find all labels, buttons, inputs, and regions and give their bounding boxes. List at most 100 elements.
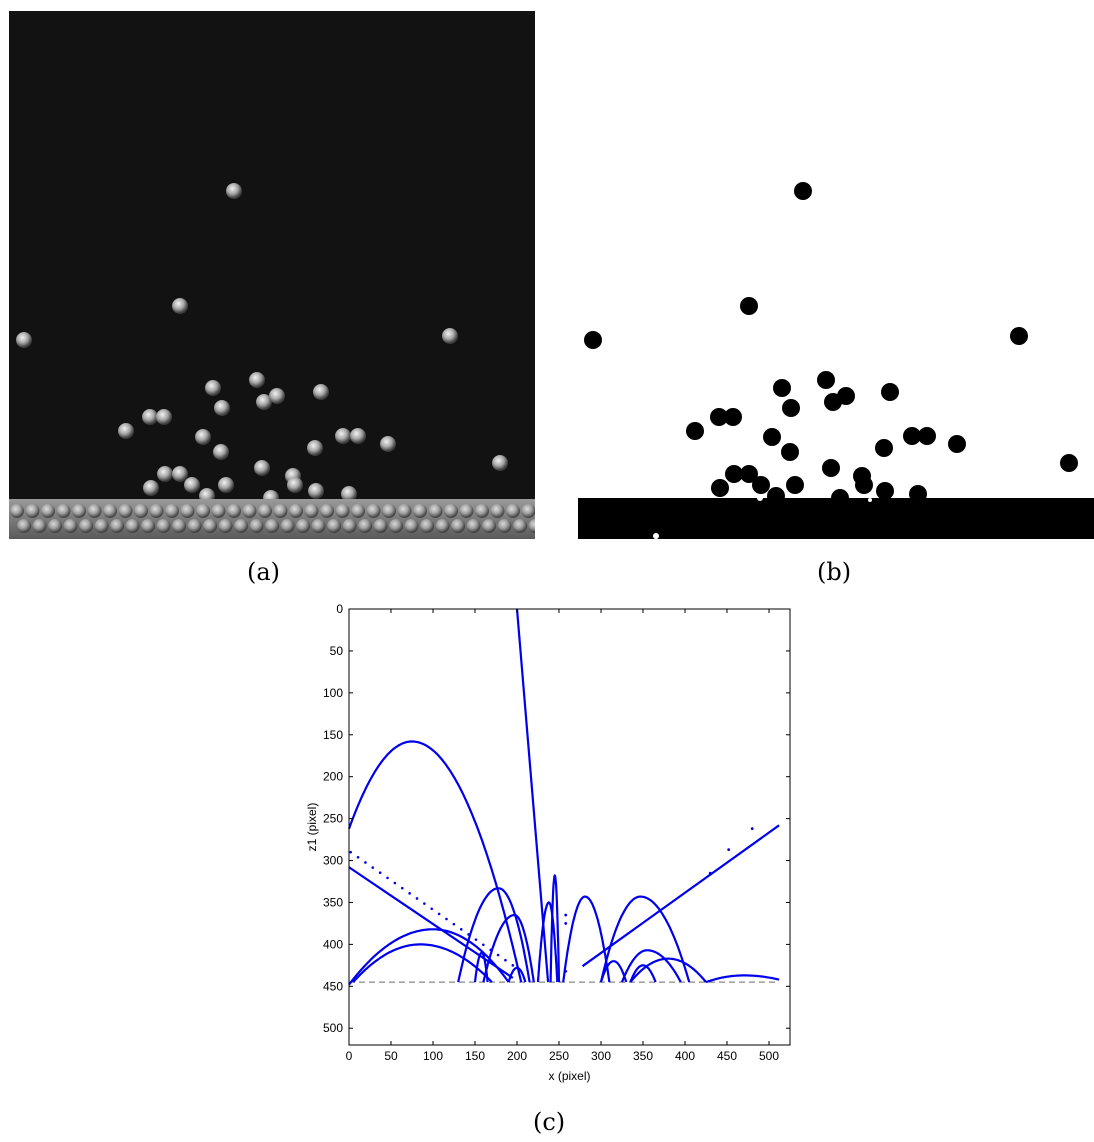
x-tick-label: 50 <box>384 1049 398 1063</box>
bed-particle <box>63 519 78 533</box>
trajectory-dot <box>393 881 397 885</box>
binary-noise <box>757 495 763 501</box>
bed-particle <box>327 519 341 533</box>
binary-particle <box>711 479 729 497</box>
bed-particle <box>56 504 71 518</box>
particle <box>442 328 458 344</box>
binary-panel-b <box>578 11 1094 539</box>
trajectory-arc <box>599 895 691 983</box>
bed-particle <box>203 519 217 533</box>
particle <box>195 429 211 445</box>
trajectory-arc <box>457 887 531 983</box>
binary-particle <box>855 476 873 494</box>
trajectory-arc <box>562 895 611 983</box>
trajectory-dot <box>356 855 360 859</box>
bed-particle <box>451 519 465 533</box>
particle <box>492 455 508 471</box>
bed-particle <box>404 519 419 533</box>
particle <box>308 483 324 499</box>
binary-particle <box>740 297 758 315</box>
particle <box>350 428 366 444</box>
binary-particle <box>918 427 936 445</box>
trajectory-dot <box>496 953 500 957</box>
binary-particle <box>875 439 893 457</box>
bed-particle <box>420 519 434 533</box>
x-tick-label: 350 <box>633 1049 653 1063</box>
bed-particle <box>389 519 403 533</box>
y-tick-label: 500 <box>323 1021 343 1035</box>
bed-particle <box>72 504 86 518</box>
x-tick-label: 0 <box>346 1049 353 1063</box>
binary-particle <box>822 459 840 477</box>
photo-image <box>9 183 535 539</box>
x-tick-label: 150 <box>465 1049 485 1063</box>
bed-particle <box>227 504 241 518</box>
trajectory-dot <box>415 897 419 900</box>
trajectory-dot <box>564 913 568 917</box>
binary-particle <box>1010 327 1028 345</box>
trajectory-arc <box>507 966 527 983</box>
particle <box>172 298 188 314</box>
bed-particle <box>366 504 381 518</box>
bed-particle <box>444 504 458 518</box>
particle <box>118 423 134 439</box>
bed-particle <box>373 519 388 533</box>
plot-frame <box>348 608 791 1046</box>
bed-particle <box>265 519 279 533</box>
trajectory-arc <box>536 901 559 983</box>
binary-particle <box>724 408 742 426</box>
y-axis-label: z1 (pixel) <box>305 803 319 852</box>
bed-particle <box>497 519 512 533</box>
trajectory-arc <box>629 957 707 983</box>
bed-particle <box>10 504 24 518</box>
particle <box>254 460 270 476</box>
trajectory-arc <box>348 928 510 986</box>
particle <box>213 444 229 460</box>
binary-particle <box>752 476 770 494</box>
particle <box>287 477 303 493</box>
bed-particle <box>475 504 489 518</box>
bed-particle <box>218 519 233 533</box>
particle <box>214 400 230 416</box>
bed-particle <box>258 504 272 518</box>
trajectory-arc <box>482 913 535 983</box>
bed-particle <box>32 519 47 533</box>
bed-particle <box>25 504 40 518</box>
binary-particle <box>763 428 781 446</box>
x-tick-label: 250 <box>549 1049 569 1063</box>
bed-particle <box>196 504 210 518</box>
bed-particle <box>41 504 55 518</box>
trajectory-dot <box>708 871 712 875</box>
binary-particle <box>686 422 704 440</box>
bed-particle <box>165 504 179 518</box>
photo-panel-a <box>9 11 535 539</box>
bed-particle <box>428 504 443 518</box>
y-tick-label: 150 <box>323 728 343 742</box>
particle <box>16 332 32 348</box>
bed-particle <box>528 519 535 533</box>
bed-particle <box>249 519 264 533</box>
x-tick-label: 500 <box>759 1049 779 1063</box>
y-axis-ticks: 0 50 100 150 200 250 300 350 400 450 500 <box>323 602 790 1035</box>
bed-particle <box>17 519 31 533</box>
y-tick-label: 50 <box>330 644 344 658</box>
trajectory-dot <box>430 907 434 911</box>
bed-particle <box>211 504 226 518</box>
trajectory-plot-c: 0 50 100 150 200 250 300 350 400 450 500 0 50 100 150… <box>300 598 800 1093</box>
particle <box>157 466 173 482</box>
trajectory-dot <box>423 902 426 905</box>
bed-particle <box>48 519 62 533</box>
binary-noise <box>868 498 872 502</box>
bed-particle <box>382 504 396 518</box>
trajectory-arc <box>352 943 493 983</box>
bed-particle <box>141 519 155 533</box>
particle <box>335 428 351 444</box>
bed-particle <box>280 519 295 533</box>
bed-particle <box>482 519 496 533</box>
binary-particle <box>782 399 800 417</box>
trajectory-arc <box>705 974 780 984</box>
trajectory-arc <box>347 740 523 983</box>
binary-particle <box>876 482 894 500</box>
trajectory-dot <box>371 866 375 869</box>
bed-particle <box>296 519 310 533</box>
